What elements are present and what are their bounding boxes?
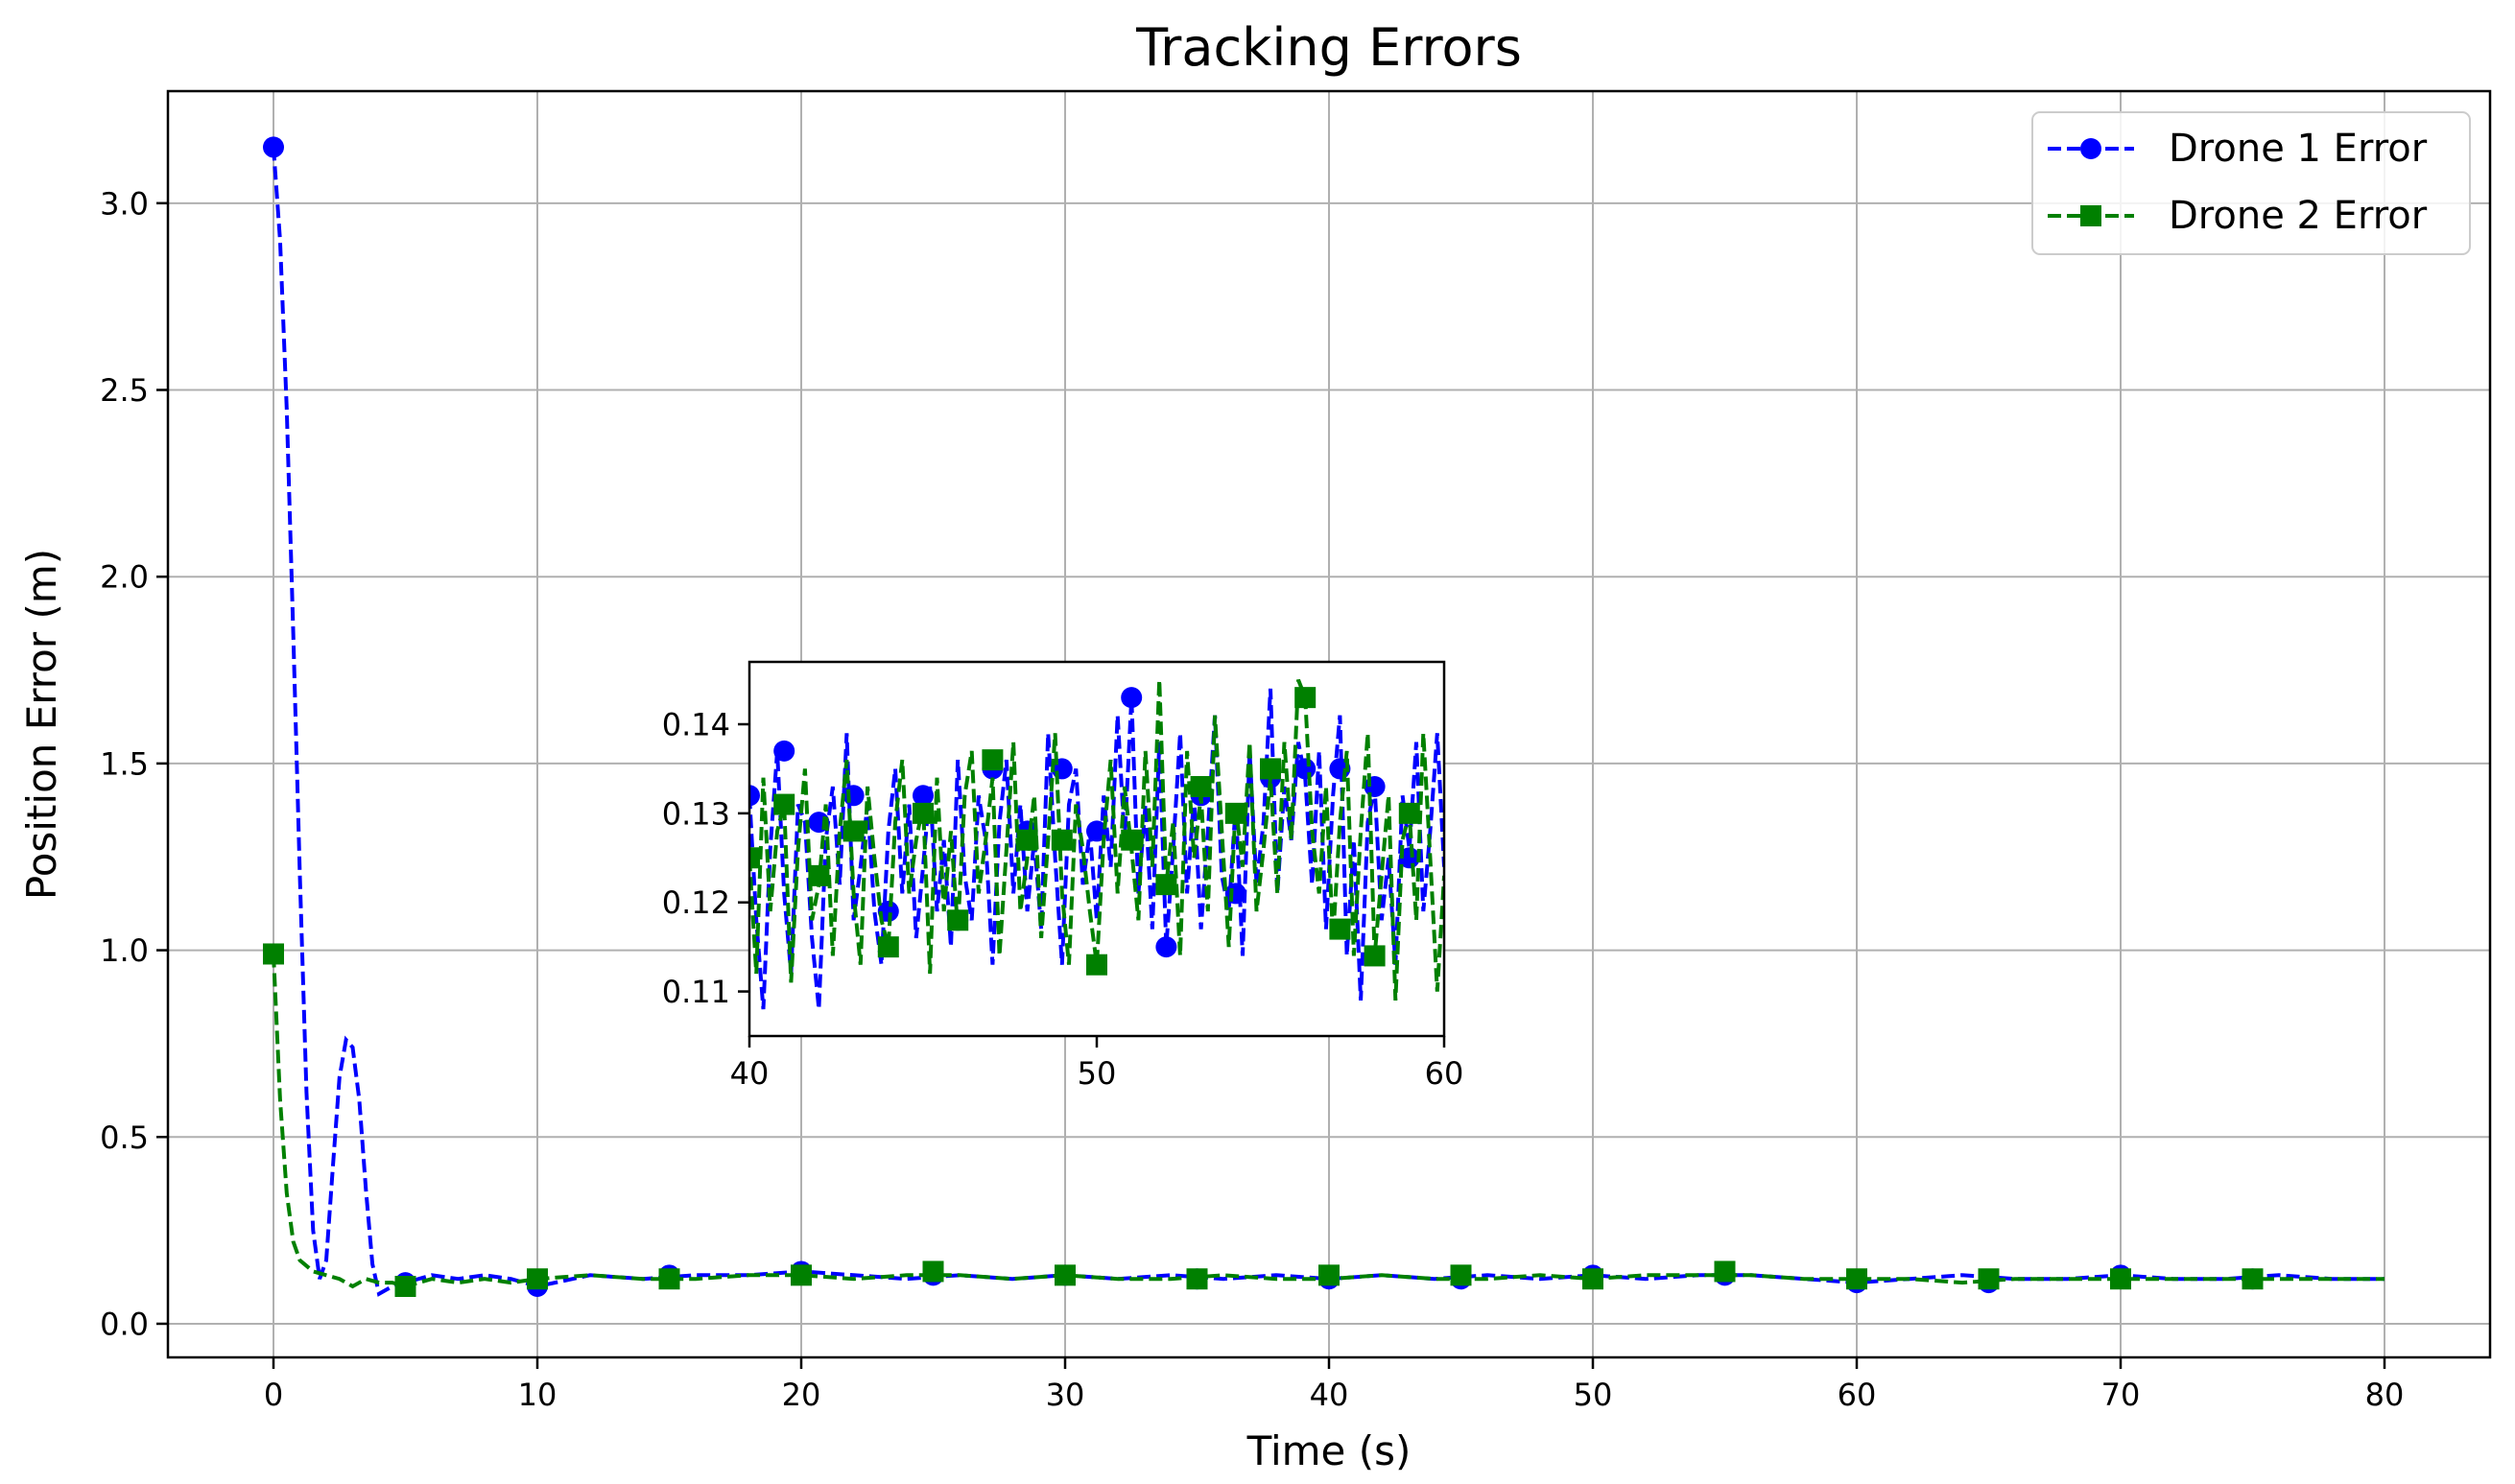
main-x-tick-label: 60 [1838,1377,1877,1413]
main-drone-2-error-marker [658,1268,680,1290]
legend-label-drone-2: Drone 2 Error [2169,194,2428,238]
inset-drone-2-error-marker [1364,945,1386,967]
inset-drone-1-error-marker [1224,883,1246,905]
legend-box [2031,111,2471,255]
inset-y-tick-label: 0.13 [662,795,730,832]
inset-drone-1-error-marker [842,785,865,807]
main-x-tick-label: 20 [782,1377,821,1413]
inset-y-tick-label: 0.11 [662,974,730,1010]
inset-drone-2-error-marker [1051,829,1073,851]
main-y-tick-label: 0.0 [100,1306,149,1342]
chart-title: Tracking Errors [1135,17,1522,78]
inset-drone-1-error-marker [1398,847,1420,869]
main-x-tick-label: 50 [1574,1377,1613,1413]
main-drone-2-error-marker [2110,1268,2131,1290]
inset-drone-2-error-marker [1121,829,1143,851]
inset-series [749,678,1444,1010]
main-x-tick-label: 80 [2365,1377,2405,1413]
inset-ticks: 40 50 60 0.11 0.12 0.13 0.14 [662,707,1464,1092]
main-drone-2-error-line [272,954,2385,1289]
inset-drone-2-error-marker [749,847,760,869]
main-drone-2-error-marker [1318,1264,1340,1286]
main-drone-2-error-marker [263,943,284,965]
main-drone-2-error-marker [1582,1268,1603,1290]
inset-drone-1-error-marker [773,740,795,762]
main-drone-2-error-marker [922,1260,944,1283]
legend-marker-drone-1 [2080,138,2101,159]
inset-drone-2-error-marker [1260,758,1281,780]
inset-drone-2-error-marker [1190,776,1212,797]
main-drone-2-error-marker [1846,1268,1867,1290]
main-x-tick-label: 10 [518,1377,558,1413]
inset-drone-2-error-marker [947,909,969,931]
inset-drone-2-error-marker [1294,687,1317,709]
main-drone-2-error-marker [1055,1264,1076,1286]
inset-y-tick-label: 0.12 [662,884,730,921]
main-drone-2-error-marker [2242,1268,2264,1290]
inset-drone-2-error-marker [1016,829,1038,851]
main-drone-2-error-marker [1186,1268,1208,1290]
main-series [263,136,2385,1298]
main-y-tick-label: 2.0 [100,559,149,596]
inset-drone-1-error-marker [877,901,899,922]
main-x-tick-label: 0 [264,1377,283,1413]
inset-drone-2-error-marker [1155,874,1177,896]
inset-x-tick-label: 60 [1425,1055,1464,1092]
main-drone-2-error-series [263,943,2385,1298]
main-drone-2-error-marker [394,1276,416,1298]
inset-drone-1-error-marker [1086,820,1107,842]
main-drone-1-error-marker [263,136,284,158]
inset-drone-2-error-marker [1224,802,1246,824]
inset-x-tick-label: 40 [730,1055,770,1092]
legend-marker-drone-2 [2080,205,2101,226]
main-x-tick-label: 30 [1046,1377,1085,1413]
main-x-tick-label: 70 [2101,1377,2141,1413]
main-drone-2-error-marker [1450,1264,1472,1286]
main-ticks: 0 10 20 30 40 50 60 70 80 0.0 0.5 1.0 1.5 2.0 2.5 3.0 [100,185,2404,1413]
inset-drone-1-error-marker [1155,936,1177,958]
main-y-tick-label: 2.5 [100,372,149,409]
y-axis-label: Position Error (m) [18,549,65,900]
inset-drone-2-error-marker [808,864,830,886]
inset-drone-2-error-marker [913,802,934,824]
inset-drone-2-error-marker [1398,802,1420,824]
inset-drone-2-error-marker [842,820,865,842]
main-drone-2-error-marker [527,1268,548,1290]
inset-drone-2-error-marker [773,793,795,815]
inset-drone-2-error-marker [877,936,899,958]
inset-drone-1-error-marker [1294,758,1317,780]
main-y-tick-label: 3.0 [100,185,149,222]
inset-drone-1-error-marker [913,785,934,807]
inset-drone-1-error-marker [1121,687,1143,709]
main-y-tick-label: 0.5 [100,1119,149,1156]
inset-x-tick-label: 50 [1078,1055,1117,1092]
main-drone-2-error-marker [1978,1268,2000,1290]
legend-label-drone-1: Drone 1 Error [2169,127,2428,171]
main-drone-2-error-marker [1714,1260,1736,1283]
inset-drone-2-error-marker [1086,954,1107,976]
inset-y-tick-label: 0.14 [662,707,730,743]
main-y-tick-label: 1.0 [100,932,149,969]
main-grid [168,91,2490,1357]
main-y-tick-label: 1.5 [100,745,149,782]
inset-drone-2-error-series [749,678,1444,1001]
main-x-tick-label: 40 [1310,1377,1349,1413]
inset-drone-2-error-marker [1329,918,1351,940]
inset-drone-2-error-marker [982,749,1004,771]
legend: Drone 1 Error Drone 2 Error [2031,111,2471,255]
inset-drone-1-error-marker [749,785,760,807]
main-drone-2-error-marker [791,1264,812,1286]
x-axis-label: Time (s) [1246,1427,1412,1474]
inset-drone-2-error-line [749,678,1444,1001]
